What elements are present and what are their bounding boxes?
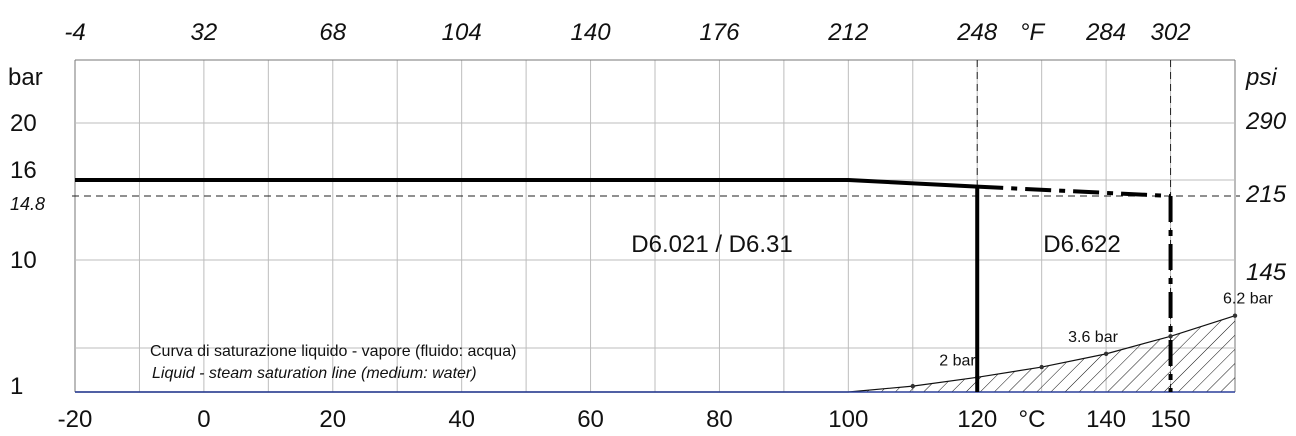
y-left-tick-label: 16 bbox=[10, 157, 37, 184]
saturation-point bbox=[1103, 351, 1109, 357]
x-tick-label: 140 bbox=[1086, 406, 1126, 433]
annotation-label: 3.6 bar bbox=[1068, 329, 1118, 346]
saturation-point bbox=[910, 383, 915, 389]
x-tick-label: 120 bbox=[957, 406, 997, 433]
y-left-tick-label: 1 bbox=[10, 373, 23, 400]
y-left-tick-label: 20 bbox=[10, 110, 37, 137]
y-left-unit-label: bar bbox=[8, 64, 43, 91]
y-right-tick-label: 215 bbox=[1245, 181, 1287, 208]
saturation-point bbox=[1168, 334, 1173, 339]
saturation-label-en: Liquid - steam saturation line (medium: … bbox=[152, 365, 477, 382]
series-label-d6622: D6.622 bbox=[1043, 231, 1120, 258]
x-tick-label: 40 bbox=[448, 406, 475, 433]
x-tick-label: 80 bbox=[706, 406, 733, 433]
series-line-0 bbox=[75, 178, 978, 189]
saturation-point bbox=[1039, 364, 1044, 370]
x-tick-label: -20 bbox=[58, 406, 93, 433]
y-left-tick-label: 14.8 bbox=[10, 194, 45, 214]
x-top-tick-label: 32 bbox=[191, 19, 218, 46]
x-top-tick-label: 284 bbox=[1085, 19, 1126, 46]
x-top-tick-label: -4 bbox=[64, 19, 85, 46]
x-top-tick-label: 104 bbox=[442, 19, 482, 46]
x-top-tick-label: 248 bbox=[956, 19, 998, 46]
grid bbox=[74, 59, 1236, 393]
x-top-unit-label: °F bbox=[1020, 19, 1046, 46]
x-top-tick-label: 302 bbox=[1151, 19, 1191, 46]
x-top-tick-label: 140 bbox=[571, 19, 612, 46]
y-right-unit-label: psi bbox=[1245, 64, 1277, 91]
y-right-tick-label: 145 bbox=[1246, 259, 1287, 286]
annotation-label: 6.2 bar bbox=[1223, 291, 1273, 308]
saturation-curve bbox=[75, 315, 1236, 393]
series-lines bbox=[75, 178, 1173, 392]
x-top-tick-label: 68 bbox=[319, 19, 346, 46]
series-label-d6021-d631: D6.021 / D6.31 bbox=[631, 231, 792, 258]
y-right-tick-label: 290 bbox=[1245, 108, 1287, 135]
x-top-tick-label: 176 bbox=[699, 19, 740, 46]
saturation-label-it: Curva di saturazione liquido - vapore (f… bbox=[150, 343, 516, 360]
x-tick-label: 0 bbox=[197, 406, 210, 433]
annotation-label: 2 bar bbox=[939, 352, 976, 369]
x-top-tick-label: 212 bbox=[827, 19, 868, 46]
series-line-1 bbox=[977, 184, 1171, 198]
x-tick-label: 20 bbox=[319, 406, 346, 433]
x-tick-label: 150 bbox=[1151, 406, 1191, 433]
x-bottom-unit-label: °C bbox=[1019, 406, 1046, 433]
y-left-tick-label: 10 bbox=[10, 247, 37, 274]
saturation-point bbox=[1232, 313, 1238, 318]
saturation-hatch bbox=[75, 315, 1235, 392]
x-tick-label: 60 bbox=[577, 406, 604, 433]
x-tick-label: 100 bbox=[828, 406, 868, 433]
